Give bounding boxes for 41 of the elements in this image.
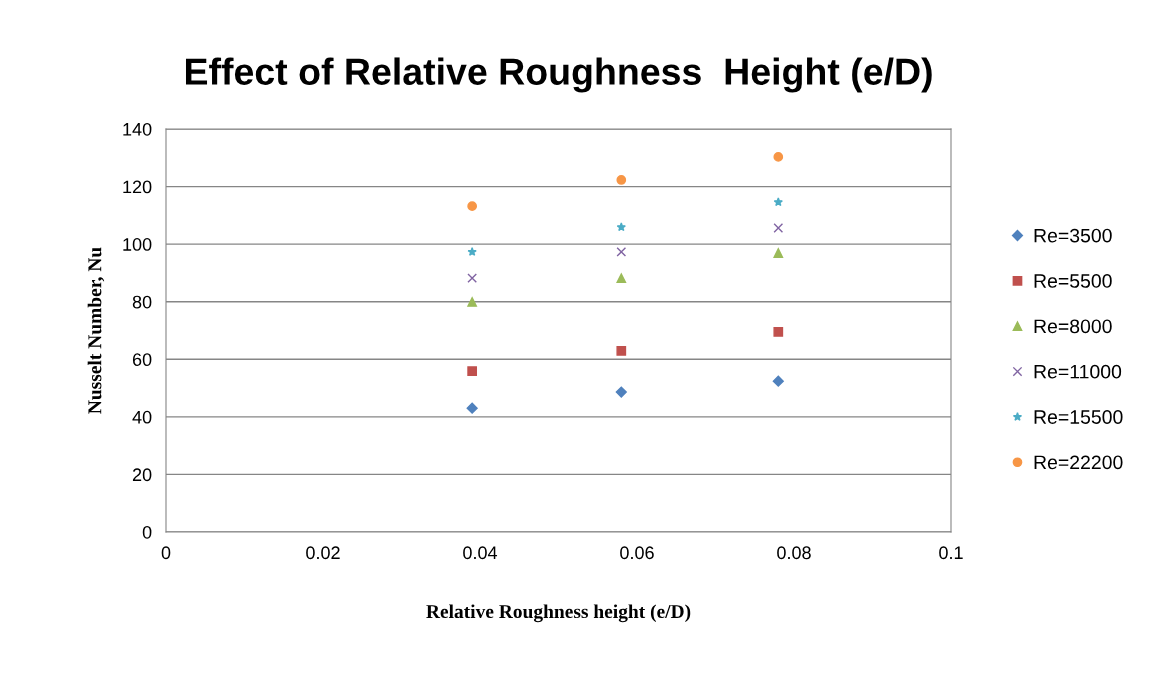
y-tick-label: 0 [142, 525, 152, 539]
point [773, 248, 784, 258]
point [467, 366, 478, 376]
point [466, 402, 478, 414]
point [467, 273, 478, 283]
point [616, 273, 627, 283]
point [616, 346, 627, 356]
x-axis-title: Relative Roughness height (e/D) [426, 604, 691, 623]
legend-label: Re=11000 [1034, 364, 1122, 379]
point [615, 386, 627, 398]
point [773, 327, 784, 337]
y-axis-title: Nusselt Number, Nu [87, 247, 105, 414]
point [772, 375, 784, 387]
x-tick-label: 0.02 [306, 546, 340, 560]
x-tick-label: 0.08 [777, 546, 811, 560]
legend-label: Re=15500 [1034, 410, 1123, 424]
point [467, 297, 478, 307]
chart-title: Effect of Relative Roughness Height (e/D) [185, 57, 932, 93]
point [467, 201, 478, 212]
y-tick-label: 60 [132, 353, 152, 367]
point [616, 222, 626, 232]
legend-label: Re=8000 [1034, 319, 1112, 334]
x-tick-label: 0 [161, 546, 171, 560]
x-tick-label: 0.04 [463, 546, 498, 560]
legend-label: Re=3500 [1034, 228, 1112, 243]
y-tick-label: 140 [123, 122, 152, 136]
point [616, 247, 627, 257]
y-tick-label: 40 [132, 410, 152, 424]
x-tick-label: 0.06 [620, 546, 654, 560]
y-tick-label: 20 [132, 468, 152, 482]
y-tick-label: 80 [132, 295, 152, 309]
y-tick-label: 100 [123, 238, 152, 251]
point [773, 152, 784, 162]
point [773, 223, 784, 233]
point [773, 197, 783, 207]
legend-label: Re=22200 [1034, 455, 1123, 470]
y-tick-label: 120 [123, 180, 152, 194]
point [616, 175, 627, 185]
x-tick-label: 0.1 [939, 546, 963, 560]
legend-label: Re=5500 [1034, 274, 1112, 288]
point [467, 247, 477, 256]
